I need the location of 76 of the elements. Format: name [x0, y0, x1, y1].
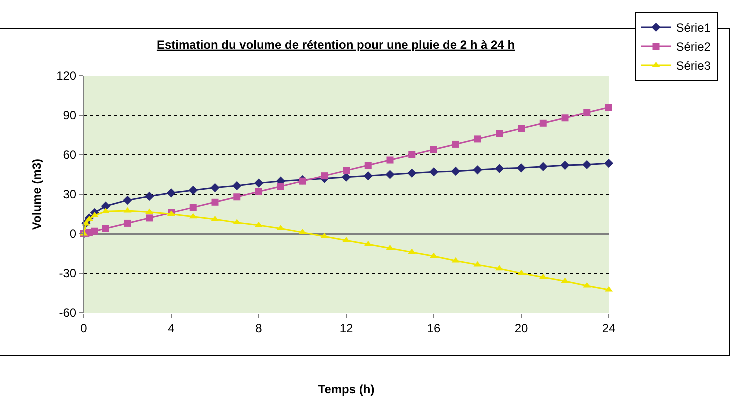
x-tick-label: 20	[514, 321, 528, 336]
point	[343, 167, 350, 174]
point	[146, 208, 154, 214]
y-tick-label: 60	[63, 148, 77, 162]
point	[364, 162, 372, 170]
point	[234, 194, 241, 201]
point	[540, 120, 547, 127]
point	[606, 104, 612, 112]
point	[452, 257, 460, 263]
point	[342, 172, 352, 182]
point	[101, 202, 110, 211]
point	[604, 159, 614, 168]
legend-label: Série2	[676, 40, 712, 54]
point	[256, 188, 262, 196]
point	[145, 192, 154, 202]
point	[386, 156, 394, 164]
point	[474, 136, 482, 143]
point	[561, 278, 570, 284]
point	[584, 109, 591, 116]
y-axis-title: Volume (m3)	[30, 158, 44, 230]
y-tick-label: 120	[56, 69, 77, 84]
point	[232, 181, 242, 190]
x-tick-label: 12	[340, 321, 354, 336]
point	[451, 166, 460, 176]
point	[429, 168, 439, 177]
x-axis-title: Temps (h)	[318, 382, 375, 396]
x-tick-label: 4	[168, 321, 176, 336]
point	[364, 172, 373, 181]
point	[496, 265, 504, 271]
point	[562, 114, 569, 122]
point	[166, 188, 176, 198]
y-tick-label: 30	[63, 188, 77, 202]
point	[277, 183, 284, 190]
point	[189, 213, 198, 219]
y-tick-label: -60	[59, 306, 77, 320]
point	[91, 228, 98, 235]
point	[473, 166, 482, 175]
point	[386, 244, 394, 250]
point	[496, 130, 504, 138]
point	[582, 160, 592, 170]
point	[430, 146, 438, 154]
point	[539, 274, 548, 280]
y-tick-label: -30	[59, 266, 77, 281]
point	[124, 207, 132, 213]
point	[190, 204, 197, 212]
y-tick-label: 90	[63, 108, 77, 123]
y-tick-label: 0	[70, 227, 77, 242]
point	[102, 225, 110, 232]
point	[124, 220, 132, 227]
x-tick-label: 24	[602, 321, 616, 336]
point	[210, 183, 220, 192]
point	[233, 219, 242, 225]
point	[560, 160, 570, 170]
point	[518, 125, 525, 132]
point	[146, 214, 154, 222]
point	[123, 196, 132, 205]
legend-label: Série1	[676, 21, 712, 36]
point	[188, 186, 198, 196]
point	[408, 168, 417, 178]
point	[516, 164, 526, 173]
x-tick-label: 0	[80, 321, 88, 336]
point	[538, 162, 548, 172]
x-tick-label: 16	[427, 321, 441, 336]
point	[386, 170, 395, 180]
point	[452, 140, 460, 148]
point	[495, 164, 504, 174]
x-tick-label: 8	[256, 321, 263, 336]
point	[408, 248, 416, 254]
point	[408, 152, 416, 158]
point	[299, 178, 306, 185]
point	[254, 178, 264, 188]
point	[474, 261, 482, 267]
legend-label: Série3	[676, 59, 712, 74]
point	[321, 172, 328, 180]
chart-title: Estimation du volume de rétention pour une pluie de 2 h à 24 h	[156, 38, 516, 52]
point	[212, 198, 219, 206]
